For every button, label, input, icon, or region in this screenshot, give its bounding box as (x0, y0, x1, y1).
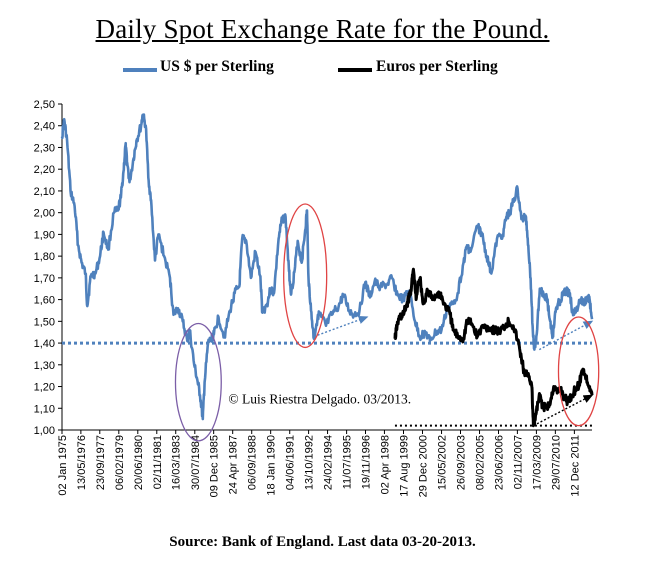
x-tick-label: 17 Aug 1999 (398, 435, 410, 497)
x-tick-label: 23/06/2006 (494, 435, 506, 490)
x-tick-label: 06/02/1979 (114, 435, 126, 490)
x-tick-label: 09 Dec 1985 (209, 435, 221, 497)
trend-arrow (538, 320, 594, 351)
x-tick-label: 04/06/1991 (285, 435, 297, 490)
series-line-usd (60, 113, 594, 421)
y-tick-label: 2,50 (34, 99, 55, 111)
source-note: Source: Bank of England. Last data 03-20… (169, 534, 476, 550)
y-tick-label: 2,10 (34, 186, 55, 198)
copyright-annotation: © Luis Riestra Delgado. 03/2013. (228, 391, 411, 406)
x-tick-label: 26/09/2003 (455, 435, 467, 490)
x-tick-label: 06/09/1988 (247, 435, 259, 490)
y-tick-label: 1,10 (34, 403, 55, 415)
x-tick-label: 19/11/1996 (360, 435, 372, 489)
highlight-ellipse (174, 322, 222, 442)
y-tick-label: 1,80 (34, 251, 55, 263)
x-tick-label: 02 Apr 1998 (379, 435, 391, 494)
y-tick-label: 2,40 (34, 121, 55, 133)
y-tick-label: 1,00 (34, 425, 55, 437)
y-tick-label: 1,60 (34, 295, 55, 307)
legend-label-eur: Euros per Sterling (376, 58, 498, 75)
x-tick-label: 17/03/2009 (531, 435, 543, 490)
x-tick-label: 15/05/2002 (437, 435, 449, 490)
x-tick-label: 18 Jan 1990 (266, 435, 278, 496)
series-line-eur (393, 267, 594, 428)
y-tick-label: 1,30 (34, 360, 55, 372)
x-tick-label: 02/11/1981 (152, 435, 164, 489)
highlight-ellipse (557, 316, 600, 427)
chart-title: Daily Spot Exchange Rate for the Pound. (95, 14, 550, 44)
y-tick-label: 1,40 (34, 338, 55, 350)
x-tick-label: 08/02/2005 (475, 435, 487, 490)
x-tick-label: 24 Apr 1987 (228, 435, 240, 494)
legend-swatch-usd (123, 68, 157, 72)
x-tick-label: 02 Jan 1975 (57, 435, 69, 496)
y-tick-label: 1,50 (34, 316, 55, 328)
chart-legend: US $ per Sterling Euros per Sterling (0, 58, 645, 80)
x-tick-label: 11/07/1995 (342, 435, 354, 489)
x-tick-label: 02/11/2007 (512, 435, 524, 489)
x-tick-label: 12 Dec 2011 (569, 435, 581, 497)
legend-label-usd: US $ per Sterling (160, 58, 274, 75)
trend-arrow (313, 315, 369, 338)
x-tick-label: 20/06/1980 (133, 435, 145, 490)
x-tick-label: 30/07/1984 (190, 435, 202, 490)
y-tick-label: 2,00 (34, 208, 55, 220)
x-tick-label: 29 Dec 2000 (417, 435, 429, 497)
x-tick-label: 24/02/1994 (323, 435, 335, 490)
x-tick-label: 16/03/1983 (171, 435, 183, 490)
y-tick-label: 1,90 (34, 229, 55, 241)
x-tick-label: 29/07/2010 (550, 435, 562, 490)
y-tick-label: 2,20 (34, 164, 55, 176)
trend-arrow (533, 394, 594, 427)
x-tick-label: 13/10/1992 (304, 435, 316, 490)
y-tick-label: 2,30 (34, 142, 55, 154)
legend-swatch-eur (338, 68, 372, 72)
y-tick-label: 1,20 (34, 382, 55, 394)
y-tick-label: 1,70 (34, 273, 55, 285)
x-tick-label: 23/09/1977 (95, 435, 107, 490)
highlight-ellipse (283, 203, 328, 349)
x-tick-label: 13/05/1976 (76, 435, 88, 490)
